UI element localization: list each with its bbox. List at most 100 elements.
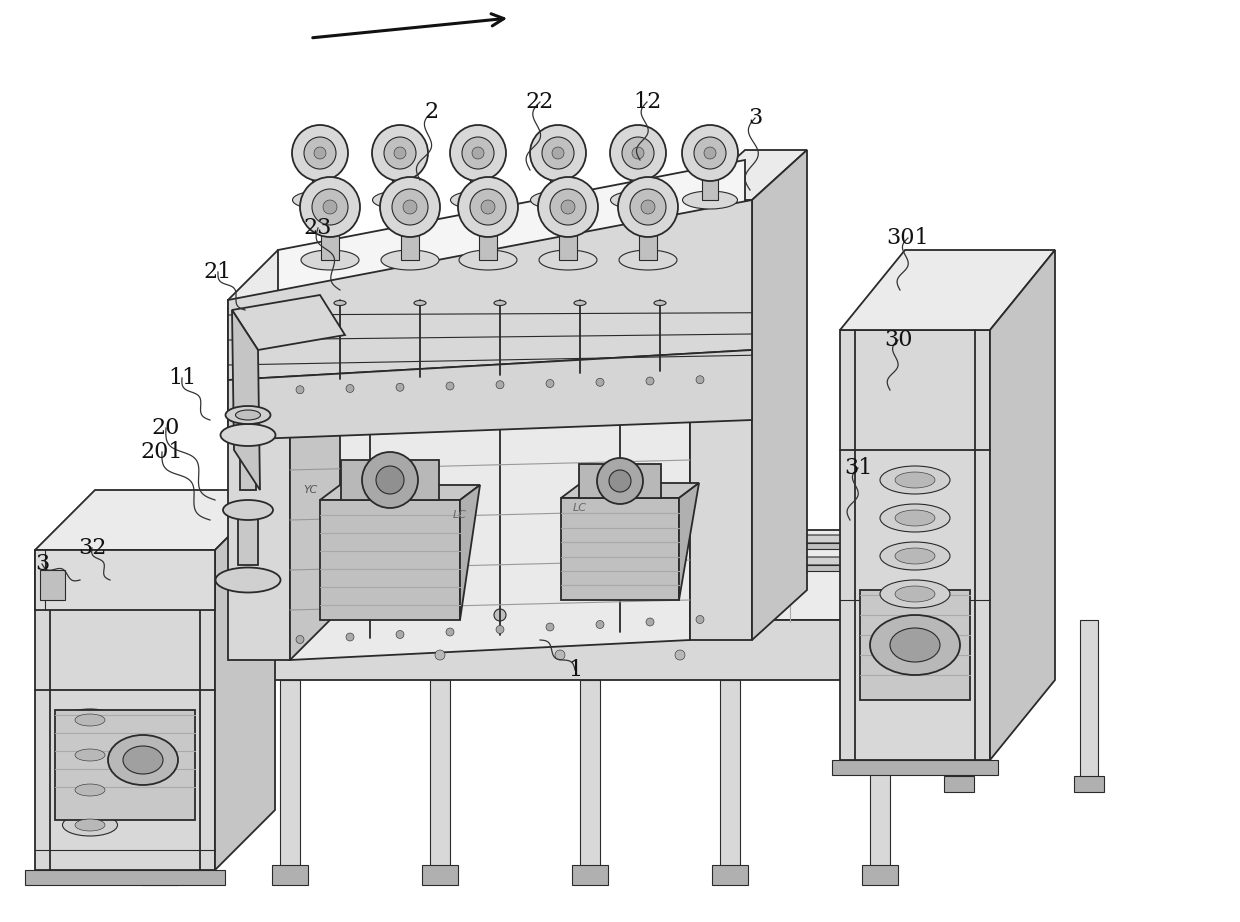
Polygon shape bbox=[470, 175, 486, 200]
Circle shape bbox=[296, 385, 304, 394]
Polygon shape bbox=[320, 485, 480, 500]
Ellipse shape bbox=[334, 301, 346, 305]
Text: 11: 11 bbox=[167, 367, 196, 389]
Polygon shape bbox=[422, 865, 458, 885]
Polygon shape bbox=[312, 175, 329, 200]
Polygon shape bbox=[25, 870, 224, 885]
Text: 21: 21 bbox=[203, 261, 232, 283]
Polygon shape bbox=[120, 530, 180, 680]
Text: 301: 301 bbox=[887, 227, 929, 249]
Polygon shape bbox=[551, 175, 565, 200]
Ellipse shape bbox=[74, 714, 105, 726]
Text: 20: 20 bbox=[151, 417, 180, 439]
Polygon shape bbox=[143, 865, 179, 885]
Circle shape bbox=[379, 177, 440, 237]
Polygon shape bbox=[40, 570, 64, 600]
Circle shape bbox=[538, 177, 598, 237]
Text: LC: LC bbox=[453, 510, 467, 520]
Circle shape bbox=[551, 189, 587, 225]
Polygon shape bbox=[228, 350, 751, 440]
Circle shape bbox=[696, 616, 704, 623]
Polygon shape bbox=[689, 200, 751, 640]
Polygon shape bbox=[990, 250, 1055, 760]
Circle shape bbox=[546, 380, 554, 387]
Ellipse shape bbox=[682, 191, 738, 209]
Circle shape bbox=[494, 609, 506, 621]
Circle shape bbox=[714, 609, 725, 621]
Polygon shape bbox=[238, 510, 258, 565]
Polygon shape bbox=[580, 680, 600, 870]
Circle shape bbox=[304, 137, 336, 169]
Polygon shape bbox=[460, 485, 480, 620]
Polygon shape bbox=[228, 200, 751, 380]
Text: 2: 2 bbox=[425, 101, 439, 123]
Circle shape bbox=[618, 177, 678, 237]
Circle shape bbox=[704, 147, 715, 159]
Circle shape bbox=[435, 650, 445, 660]
Ellipse shape bbox=[108, 735, 179, 785]
Polygon shape bbox=[35, 490, 275, 550]
Text: 1: 1 bbox=[568, 659, 582, 681]
Circle shape bbox=[291, 125, 348, 181]
Polygon shape bbox=[341, 460, 439, 500]
Ellipse shape bbox=[895, 586, 935, 602]
Ellipse shape bbox=[890, 628, 940, 662]
Circle shape bbox=[446, 382, 454, 390]
Polygon shape bbox=[125, 543, 945, 549]
Circle shape bbox=[596, 458, 644, 504]
Polygon shape bbox=[579, 464, 661, 498]
Polygon shape bbox=[572, 865, 608, 885]
Circle shape bbox=[610, 125, 666, 181]
Polygon shape bbox=[290, 350, 689, 660]
Text: LC: LC bbox=[573, 503, 587, 513]
Polygon shape bbox=[228, 300, 290, 660]
Polygon shape bbox=[430, 680, 450, 870]
Circle shape bbox=[546, 623, 554, 631]
Ellipse shape bbox=[62, 779, 118, 801]
Polygon shape bbox=[944, 776, 973, 792]
Text: 201: 201 bbox=[141, 441, 184, 463]
Circle shape bbox=[609, 470, 631, 492]
Text: 22: 22 bbox=[526, 91, 554, 113]
Circle shape bbox=[392, 189, 428, 225]
Polygon shape bbox=[321, 233, 339, 260]
Polygon shape bbox=[120, 620, 950, 680]
Circle shape bbox=[322, 200, 337, 214]
Polygon shape bbox=[680, 483, 699, 600]
Polygon shape bbox=[1074, 776, 1104, 792]
Polygon shape bbox=[35, 550, 215, 870]
Ellipse shape bbox=[74, 819, 105, 831]
Circle shape bbox=[560, 200, 575, 214]
Text: 31: 31 bbox=[843, 457, 872, 479]
Ellipse shape bbox=[895, 472, 935, 488]
Polygon shape bbox=[832, 760, 998, 775]
Ellipse shape bbox=[74, 784, 105, 796]
Circle shape bbox=[496, 381, 503, 389]
Circle shape bbox=[682, 125, 738, 181]
Polygon shape bbox=[839, 250, 1055, 330]
Circle shape bbox=[314, 147, 326, 159]
Circle shape bbox=[596, 378, 604, 386]
Ellipse shape bbox=[236, 410, 260, 420]
Circle shape bbox=[542, 137, 574, 169]
Polygon shape bbox=[272, 865, 308, 885]
Circle shape bbox=[696, 376, 704, 384]
Circle shape bbox=[376, 466, 404, 494]
Polygon shape bbox=[232, 295, 345, 350]
Circle shape bbox=[346, 633, 353, 641]
Ellipse shape bbox=[62, 744, 118, 766]
Circle shape bbox=[496, 625, 503, 633]
Circle shape bbox=[481, 200, 495, 214]
Polygon shape bbox=[55, 710, 195, 820]
Circle shape bbox=[458, 177, 518, 237]
Circle shape bbox=[472, 147, 484, 159]
Circle shape bbox=[630, 189, 666, 225]
Ellipse shape bbox=[880, 466, 950, 494]
Polygon shape bbox=[479, 233, 497, 260]
Circle shape bbox=[529, 125, 587, 181]
Text: 23: 23 bbox=[304, 217, 332, 239]
Circle shape bbox=[372, 125, 428, 181]
Ellipse shape bbox=[619, 250, 677, 270]
Ellipse shape bbox=[62, 814, 118, 836]
Ellipse shape bbox=[293, 191, 347, 209]
